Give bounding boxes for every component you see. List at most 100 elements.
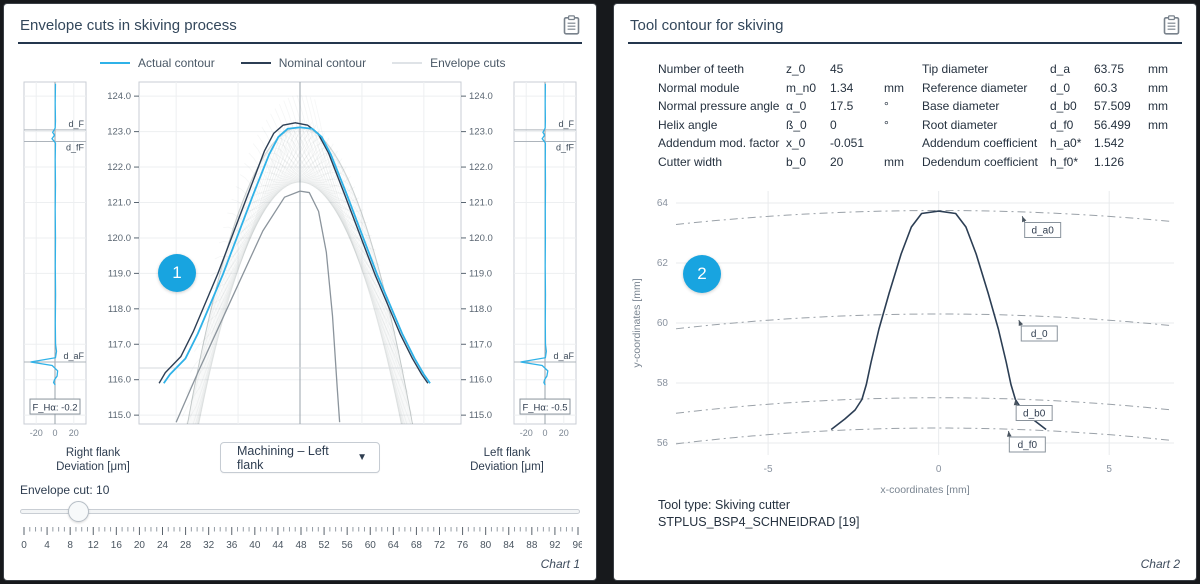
svg-text:58: 58 — [657, 378, 669, 389]
legend-item: Envelope cuts — [392, 56, 505, 70]
machining-flank-dropdown[interactable]: Machining – Left flank ▼ — [220, 442, 380, 473]
tool-contour-chart: 56 58 60 62 64 -5 0 5 y-coordinates [mm] x-coordi… — [631, 191, 1174, 495]
svg-text:8: 8 — [67, 540, 73, 551]
svg-text:y-coordinates [mm]: y-coordinates [mm] — [631, 278, 643, 367]
svg-text:119.0: 119.0 — [108, 268, 131, 279]
svg-text:32: 32 — [203, 540, 215, 551]
svg-text:68: 68 — [411, 540, 423, 551]
legend-swatch — [100, 61, 130, 64]
parameter-val: 20 — [830, 154, 844, 169]
parameter-val: 1.542 — [1094, 136, 1125, 151]
svg-text:124.0: 124.0 — [469, 91, 493, 102]
parameter-unit: mm — [1148, 80, 1168, 95]
parameter-val: 1.126 — [1094, 154, 1125, 169]
parameter-unit: ° — [884, 99, 889, 114]
svg-text:56: 56 — [342, 540, 354, 551]
parameter-row: Number of teeth z_0 45 — [658, 60, 908, 79]
left-flank-deviation-chart: d_F d_fF d_aF F_Hα: -0.5 -20 0 20 — [513, 81, 577, 438]
svg-text:121.0: 121.0 — [107, 197, 131, 208]
svg-text:88: 88 — [526, 540, 538, 551]
svg-text:20: 20 — [69, 428, 79, 438]
right-flank-deviation-chart: d_F d_fF d_aF F_Hα: -0.2 -20 0 20 — [23, 81, 87, 438]
svg-text:124.0: 124.0 — [107, 91, 131, 102]
parameter-val: 57.509 — [1094, 99, 1131, 114]
svg-text:d_b0: d_b0 — [1023, 409, 1046, 420]
parameter-val: -0.051 — [830, 136, 865, 151]
chart-caption: Chart 2 — [1140, 557, 1180, 571]
parameter-unit: mm — [1148, 62, 1168, 77]
svg-text:64: 64 — [388, 540, 400, 551]
envelope-cut-slider[interactable] — [20, 501, 580, 523]
parameter-row: Tip diameter d_a 63.75 mm — [922, 60, 1172, 79]
svg-text:115.0: 115.0 — [108, 410, 131, 421]
svg-text:0: 0 — [542, 428, 547, 438]
parameter-unit: mm — [1148, 99, 1168, 114]
parameter-row: Dedendum coefficient h_f0* 1.126 — [922, 153, 1172, 172]
envelope-cuts-chart: 124.0 124.0 123.0 123.0 122.0 122.0 121.0 121.0… — [107, 81, 493, 425]
parameter-row: Addendum coefficient h_a0* 1.542 — [922, 134, 1172, 153]
chevron-down-icon: ▼ — [357, 452, 367, 463]
tool-type-info: Tool type: Skiving cutter STPLUS_BSP4_SC… — [658, 498, 860, 529]
panel-header: Tool contour for skiving — [614, 4, 1196, 42]
parameter-label: Number of teeth — [658, 62, 745, 77]
svg-text:118.0: 118.0 — [469, 304, 492, 315]
svg-text:d_aF: d_aF — [553, 351, 574, 361]
panel-tool-contour: Tool contour for skiving Number of teeth… — [613, 3, 1197, 581]
parameter-sym: z_0 — [786, 62, 806, 77]
charts-row: d_F d_fF d_aF F_Hα: -0.2 -20 0 20 124.0 124.0 12… — [18, 78, 582, 440]
parameter-sym: b_0 — [786, 154, 807, 169]
tool-parameter-table: Number of teeth z_0 45 Normal module m_n0 1.3… — [658, 60, 1184, 171]
parameter-label: Dedendum coefficient — [922, 154, 1038, 169]
parameter-column: Number of teeth z_0 45 Normal module m_n0 1.3… — [658, 60, 908, 171]
svg-text:96: 96 — [572, 540, 582, 551]
svg-text:-20: -20 — [520, 428, 533, 438]
parameter-val: 17.5 — [830, 99, 854, 114]
svg-text:120.0: 120.0 — [107, 233, 131, 244]
svg-text:0: 0 — [936, 464, 942, 475]
parameter-row: Normal pressure angle α_0 17.5 ° — [658, 97, 908, 116]
parameter-row: Base diameter d_b0 57.509 mm — [922, 97, 1172, 116]
svg-text:20: 20 — [134, 540, 146, 551]
parameter-sym: d_a — [1050, 62, 1071, 77]
svg-text:-5: -5 — [764, 464, 773, 475]
panel-header: Envelope cuts in skiving process — [4, 4, 596, 42]
header-divider — [628, 42, 1182, 44]
svg-text:d_a0: d_a0 — [1032, 226, 1055, 237]
legend-label: Actual contour — [138, 55, 215, 70]
slider-handle[interactable] — [68, 501, 90, 522]
parameter-val: 60.3 — [1094, 80, 1118, 95]
legend-item: Actual contour — [100, 56, 215, 70]
slider-track[interactable] — [20, 509, 580, 514]
svg-text:115.0: 115.0 — [469, 410, 492, 421]
svg-text:4: 4 — [44, 540, 50, 551]
svg-text:76: 76 — [457, 540, 469, 551]
svg-text:40: 40 — [249, 540, 261, 551]
svg-text:116.0: 116.0 — [108, 375, 131, 386]
legend-swatch — [240, 61, 271, 64]
parameter-sym: m_n0 — [786, 80, 817, 95]
chart-legend: Actual contour Nominal contour Envelope cu… — [4, 44, 596, 74]
svg-text:60: 60 — [657, 318, 669, 329]
svg-text:44: 44 — [272, 540, 284, 551]
left-flank-axis-label: Left flank Deviation [μm] — [470, 447, 544, 473]
parameter-sym: x_0 — [786, 136, 806, 151]
parameter-row: Root diameter d_f0 56.499 mm — [922, 116, 1172, 135]
parameter-val: 63.75 — [1094, 62, 1125, 77]
svg-text:92: 92 — [549, 540, 561, 551]
legend-label: Nominal contour — [278, 55, 367, 70]
report-clipboard-icon[interactable] — [1163, 15, 1180, 35]
svg-text:12: 12 — [88, 540, 100, 551]
dropdown-value: Machining – Left flank — [237, 443, 329, 472]
svg-text:5: 5 — [1106, 464, 1112, 475]
parameter-unit: mm — [884, 80, 904, 95]
svg-text:d_fF: d_fF — [556, 143, 575, 153]
step-badge-1: 1 — [158, 254, 196, 292]
svg-text:36: 36 — [226, 540, 238, 551]
parameter-row: Addendum mod. factor x_0 -0.051 — [658, 134, 908, 153]
parameter-label: Normal pressure angle — [658, 99, 780, 114]
svg-text:80: 80 — [480, 540, 492, 551]
parameter-sym: d_f0 — [1050, 117, 1074, 132]
svg-text:119.0: 119.0 — [469, 268, 492, 279]
report-clipboard-icon[interactable] — [563, 15, 580, 35]
svg-text:117.0: 117.0 — [469, 339, 492, 350]
